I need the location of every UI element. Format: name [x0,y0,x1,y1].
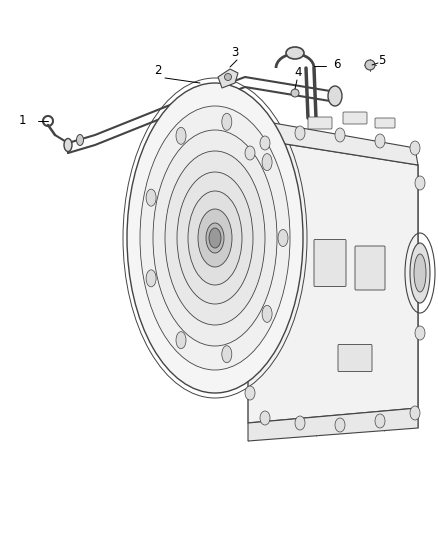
Ellipse shape [140,106,290,370]
Ellipse shape [225,74,232,80]
Ellipse shape [260,136,270,150]
Polygon shape [248,138,418,423]
Ellipse shape [198,209,232,267]
Polygon shape [218,69,238,88]
Polygon shape [245,118,418,165]
Ellipse shape [64,139,72,151]
Ellipse shape [410,243,430,303]
Ellipse shape [291,89,299,97]
Text: 6: 6 [333,59,341,71]
Ellipse shape [415,326,425,340]
FancyBboxPatch shape [355,246,385,290]
Ellipse shape [206,223,224,253]
Ellipse shape [286,47,304,59]
Ellipse shape [410,141,420,155]
Ellipse shape [262,305,272,322]
Text: 4: 4 [294,67,302,79]
Ellipse shape [414,254,426,292]
Ellipse shape [77,134,84,146]
Ellipse shape [146,270,156,287]
Text: 3: 3 [231,46,239,60]
Ellipse shape [335,128,345,142]
Ellipse shape [153,130,277,346]
Ellipse shape [335,418,345,432]
Text: 5: 5 [378,53,386,67]
Ellipse shape [295,416,305,430]
Ellipse shape [177,172,253,304]
Text: 1: 1 [18,114,26,126]
Ellipse shape [415,176,425,190]
Ellipse shape [375,134,385,148]
Ellipse shape [222,346,232,363]
Ellipse shape [260,411,270,425]
FancyBboxPatch shape [375,118,395,128]
Ellipse shape [176,332,186,349]
Ellipse shape [295,126,305,140]
FancyBboxPatch shape [308,117,332,129]
Ellipse shape [165,151,265,325]
Ellipse shape [209,228,221,248]
Ellipse shape [176,127,186,144]
Ellipse shape [278,230,288,246]
FancyBboxPatch shape [338,344,372,372]
Ellipse shape [245,146,255,160]
Ellipse shape [262,154,272,171]
Ellipse shape [365,60,375,70]
FancyBboxPatch shape [343,112,367,124]
Polygon shape [248,408,418,441]
Ellipse shape [375,414,385,428]
Ellipse shape [245,386,255,400]
Ellipse shape [410,406,420,420]
Text: 2: 2 [154,64,162,77]
Ellipse shape [328,86,342,106]
Ellipse shape [188,191,242,285]
Ellipse shape [146,189,156,206]
Ellipse shape [127,83,303,393]
Ellipse shape [222,114,232,130]
FancyBboxPatch shape [314,239,346,287]
